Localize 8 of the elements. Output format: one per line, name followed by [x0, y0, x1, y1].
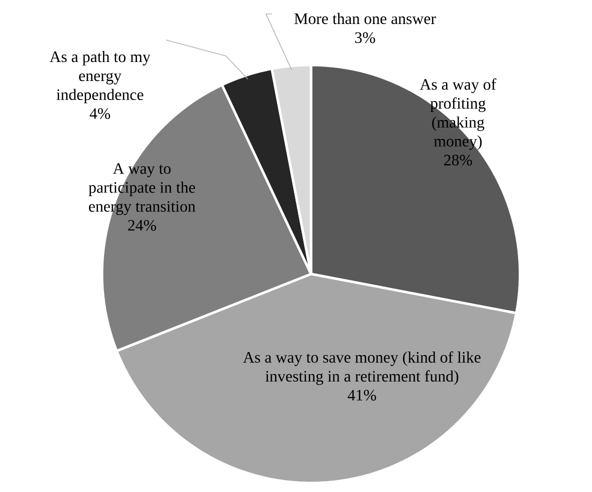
- slice-label: As a way to save money (kind of like investing in a retirement fund): [243, 351, 481, 385]
- data-label: 4%: [90, 108, 110, 120]
- slice-label: As a path to my energy independence: [50, 50, 150, 104]
- data-label: 41%: [348, 390, 376, 401]
- data-label: 3%: [355, 32, 376, 44]
- data-label: 24%: [128, 220, 156, 231]
- slice-label: More than one answer: [294, 12, 436, 24]
- data-label: 28%: [444, 154, 472, 166]
